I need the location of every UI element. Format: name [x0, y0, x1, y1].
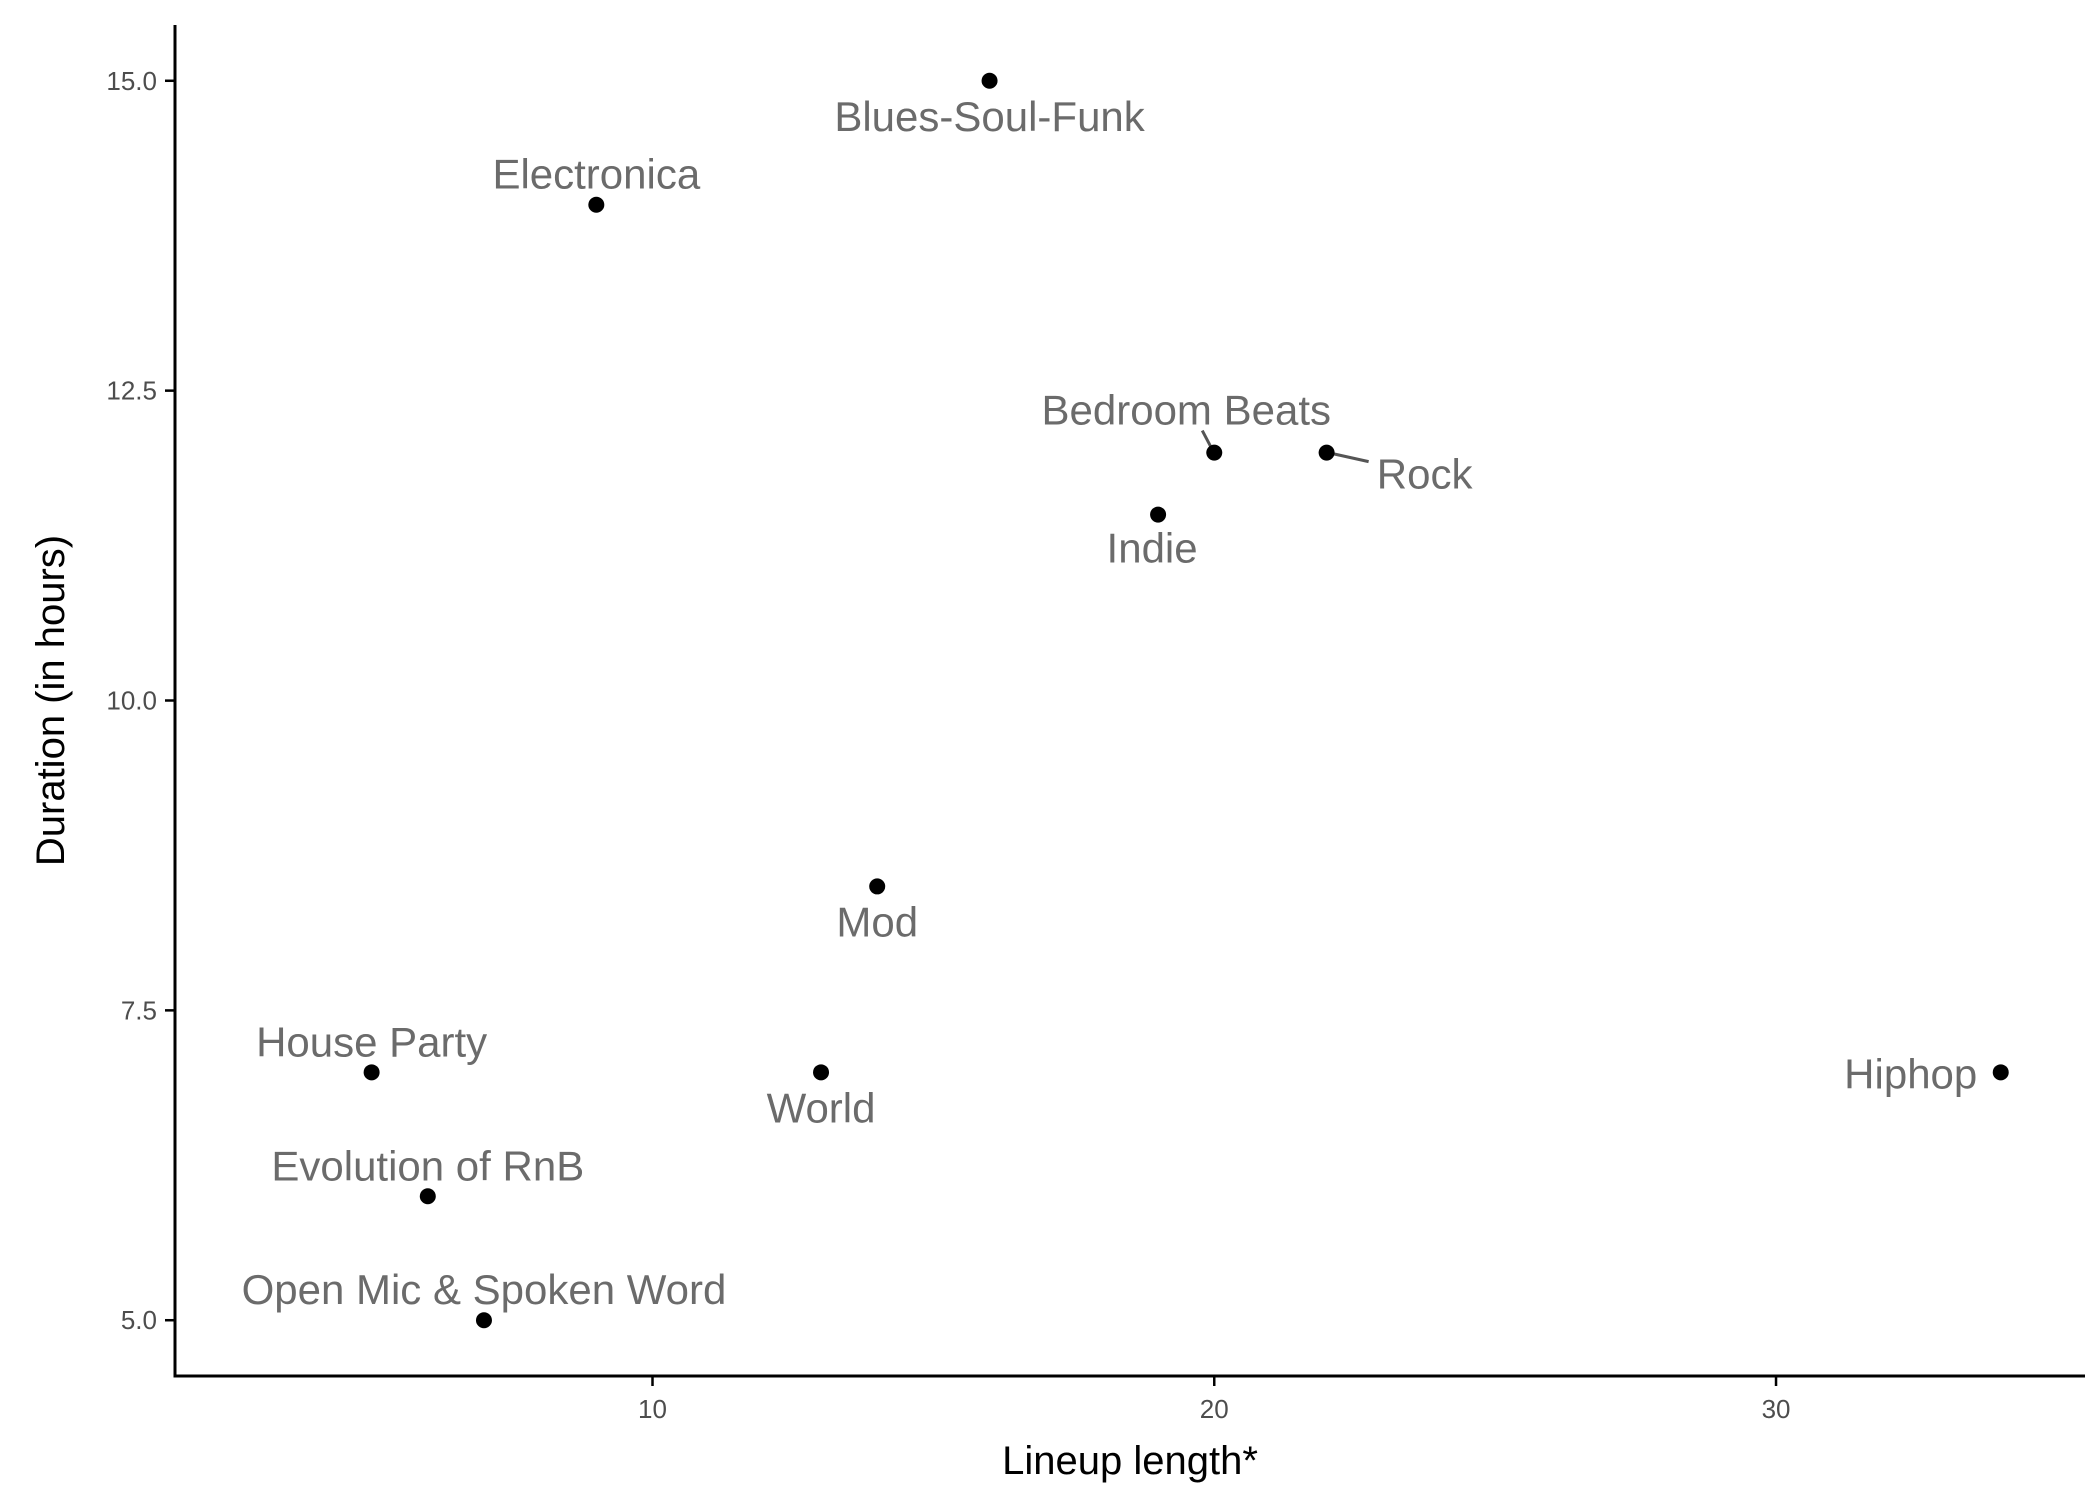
label-mod: Mod — [836, 898, 918, 945]
label-rock: Rock — [1377, 451, 1474, 498]
point-house-party — [363, 1064, 380, 1081]
label-blues-soul-funk: Blues-Soul-Funk — [834, 93, 1145, 140]
leader-rock — [1332, 452, 1369, 464]
y-tick-label: 5.0 — [121, 1305, 157, 1335]
label-house-party: House Party — [256, 1018, 487, 1065]
point-indie — [1150, 506, 1167, 523]
y-tick-label: 15.0 — [106, 66, 157, 96]
label-world: World — [767, 1084, 876, 1131]
point-blues-soul-funk — [981, 72, 998, 89]
x-axis-title: Lineup length* — [1002, 1439, 1258, 1483]
point-world — [813, 1064, 830, 1081]
point-rock — [1318, 444, 1335, 461]
y-tick-label: 10.0 — [106, 686, 157, 716]
point-open-mic-spoken-word — [475, 1312, 492, 1329]
point-labels: Blues-Soul-Funk Electronica Bedroom Beats R… — [242, 93, 1978, 1313]
label-evolution-of-rnb: Evolution of RnB — [271, 1142, 584, 1189]
point-hiphop — [1992, 1064, 2009, 1081]
label-indie: Indie — [1107, 525, 1198, 572]
x-tick-label: 10 — [638, 1394, 667, 1424]
x-tick-label: 20 — [1200, 1394, 1229, 1424]
x-ticks: 10 20 30 — [638, 1376, 1790, 1424]
label-hiphop: Hiphop — [1844, 1050, 1977, 1097]
y-axis-title: Duration (in hours) — [29, 535, 73, 866]
x-tick-label: 30 — [1762, 1394, 1791, 1424]
y-ticks: 5.0 7.5 10.0 12.5 15.0 — [106, 66, 175, 1335]
label-open-mic-spoken-word: Open Mic & Spoken Word — [242, 1266, 727, 1313]
point-evolution-of-rnb — [419, 1188, 436, 1205]
y-tick-label: 12.5 — [106, 376, 157, 406]
y-tick-label: 7.5 — [121, 995, 157, 1025]
label-electronica: Electronica — [492, 151, 700, 198]
point-electronica — [588, 196, 605, 213]
label-leader-lines — [1200, 429, 1369, 464]
label-bedroom-beats: Bedroom Beats — [1042, 387, 1332, 434]
data-points — [363, 72, 2009, 1329]
point-bedroom-beats — [1206, 444, 1223, 461]
point-mod — [869, 878, 886, 895]
